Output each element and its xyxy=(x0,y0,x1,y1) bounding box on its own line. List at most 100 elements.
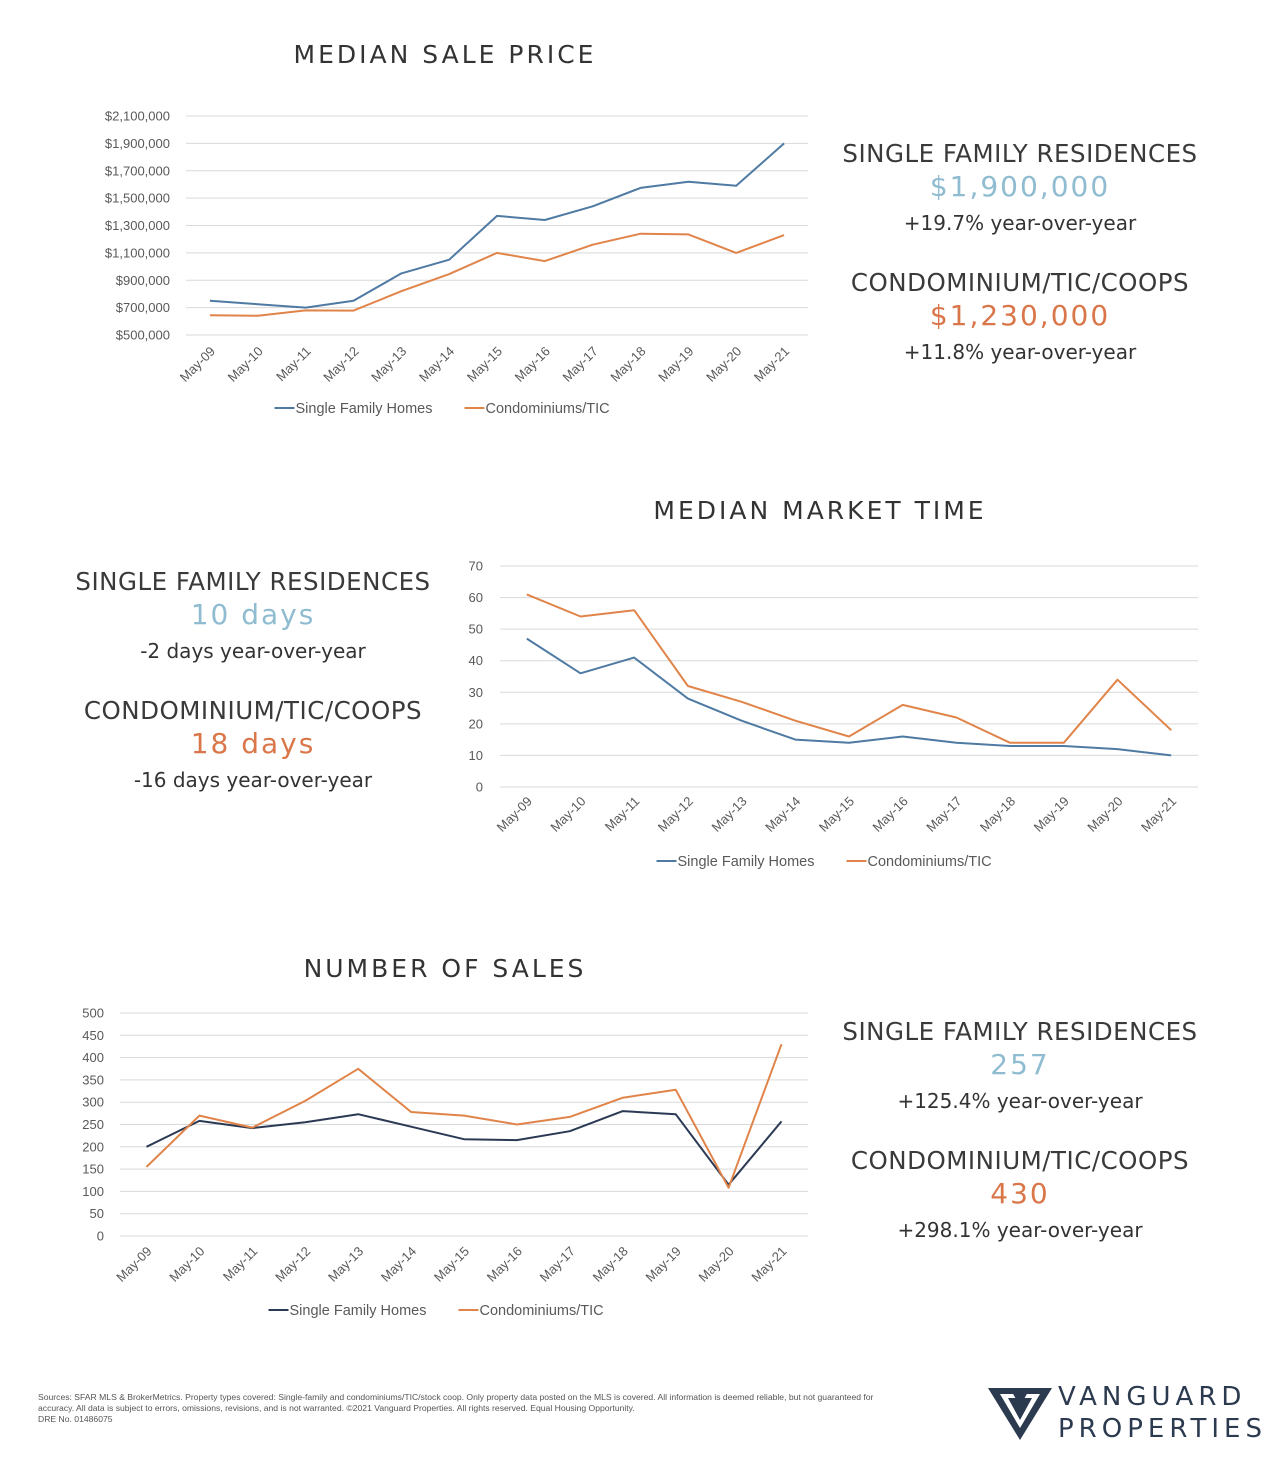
time-x-tick-label: May-20 xyxy=(1084,794,1125,835)
time-sfh-label: SINGLE FAMILY RESIDENCES xyxy=(75,567,431,596)
time-x-tick-label: May-15 xyxy=(816,794,857,835)
price-condo-label: CONDOMINIUM/TIC/COOPS xyxy=(850,268,1190,297)
sales-y-tick-label: 0 xyxy=(97,1229,104,1244)
time-x-tick-label: May-10 xyxy=(547,794,588,835)
footer-disclaimer: Sources: SFAR MLS & BrokerMetrics. Prope… xyxy=(38,1392,908,1425)
sales-chart-group: 0 50 100 150 200 250 300 350 400 450 500 May-09 May-… xyxy=(82,1006,808,1319)
time-y-tick-label: 10 xyxy=(469,748,483,763)
sales-x-tick-label: May-16 xyxy=(484,1244,525,1285)
time-y-tick-label: 40 xyxy=(469,653,483,668)
time-x-tick-label: May-09 xyxy=(494,794,535,835)
footer-dre: DRE No. 01486075 xyxy=(38,1414,113,1424)
time-condo-label: CONDOMINIUM/TIC/COOPS xyxy=(83,696,423,725)
sales-legend-label: Single Family Homes xyxy=(290,1303,427,1319)
logo-word-properties: PROPERTIES xyxy=(1058,1414,1267,1444)
sales-condo-stat: CONDOMINIUM/TIC/COOPS 430 +298.1% year-o… xyxy=(810,1146,1230,1242)
sales-y-tick-label: 450 xyxy=(82,1028,104,1043)
price-x-tick-label: May-21 xyxy=(751,344,792,385)
price-x-tick-label: May-11 xyxy=(273,344,314,385)
sales-legend-label: Condominiums/TIC xyxy=(480,1303,604,1319)
price-y-tick-label: $700,000 xyxy=(116,300,170,315)
logo-word-vanguard: VANGUARD xyxy=(1058,1382,1247,1412)
time-y-tick-label: 60 xyxy=(469,590,483,605)
time-x-tick-label: May-21 xyxy=(1138,794,1179,835)
time-x-tick-label: May-13 xyxy=(708,794,749,835)
sales-y-tick-label: 100 xyxy=(82,1184,104,1199)
price-y-tick-label: $1,700,000 xyxy=(105,163,170,178)
time-condo-change: -16 days year-over-year xyxy=(133,768,373,792)
price-x-tick-label: May-14 xyxy=(416,344,457,385)
footer-sources: Sources: SFAR MLS & BrokerMetrics. Prope… xyxy=(38,1392,874,1413)
time-sfh-change: -2 days year-over-year xyxy=(140,639,366,663)
time-x-tick-label: May-14 xyxy=(762,794,803,835)
price-y-tick-label: $1,500,000 xyxy=(105,191,170,206)
sales-x-tick-label: May-09 xyxy=(113,1244,154,1285)
price-sfh-stat: SINGLE FAMILY RESIDENCES $1,900,000 +19.… xyxy=(810,139,1230,235)
vanguard-logo-mark-icon xyxy=(988,1388,1052,1440)
sales-y-tick-label: 350 xyxy=(82,1072,104,1087)
sales-y-tick-label: 400 xyxy=(82,1050,104,1065)
time-y-tick-label: 30 xyxy=(469,685,483,700)
price-x-tick-label: May-13 xyxy=(368,344,409,385)
time-chart-group: 0 10 20 30 40 50 60 70 May-09 May-10 May-11 May-12 M… xyxy=(469,559,1198,870)
price-x-tick-label: May-12 xyxy=(320,344,361,385)
price-y-tick-label: $1,900,000 xyxy=(105,136,170,151)
price-x-tick-label: May-10 xyxy=(225,344,266,385)
sales-y-tick-label: 150 xyxy=(82,1162,104,1177)
sales-sfh-change: +125.4% year-over-year xyxy=(897,1089,1143,1113)
price-x-tick-label: May-16 xyxy=(512,344,553,385)
price-x-tick-label: May-19 xyxy=(655,344,696,385)
price-series-line-single-family xyxy=(209,142,785,309)
price-x-tick-label: May-18 xyxy=(607,344,648,385)
sales-x-tick-label: May-17 xyxy=(537,1244,578,1285)
price-section-title: MEDIAN SALE PRICE xyxy=(293,40,597,69)
price-condo-change: +11.8% year-over-year xyxy=(903,340,1137,364)
sales-x-tick-label: May-21 xyxy=(748,1244,789,1285)
sales-x-tick-label: May-20 xyxy=(695,1244,736,1285)
sales-x-tick-label: May-19 xyxy=(643,1244,684,1285)
price-x-tick-label: May-20 xyxy=(703,344,744,385)
price-legend-label: Condominiums/TIC xyxy=(486,401,610,417)
time-x-tick-label: May-17 xyxy=(923,794,964,835)
sales-section-title: NUMBER OF SALES xyxy=(303,954,587,983)
time-y-tick-label: 20 xyxy=(469,716,483,731)
time-condo-stat: CONDOMINIUM/TIC/COOPS 18 days -16 days y… xyxy=(43,696,463,792)
time-x-tick-label: May-11 xyxy=(602,794,643,835)
sales-series-line-condominiums xyxy=(145,1043,783,1189)
price-series-line-condominiums xyxy=(209,232,785,317)
price-condo-value: $1,230,000 xyxy=(929,299,1111,332)
time-series-line-condominiums xyxy=(526,593,1172,744)
sales-x-tick-label: May-14 xyxy=(378,1244,419,1285)
time-sfh-value: 10 days xyxy=(190,598,316,631)
sales-y-tick-label: 250 xyxy=(82,1117,104,1132)
sales-y-tick-label: 500 xyxy=(82,1006,104,1021)
sales-y-tick-label: 200 xyxy=(82,1139,104,1154)
price-legend-label: Single Family Homes xyxy=(296,401,433,417)
sales-x-tick-label: May-18 xyxy=(590,1244,631,1285)
price-y-tick-label: $900,000 xyxy=(116,273,170,288)
price-y-tick-label: $500,000 xyxy=(116,328,170,343)
price-x-tick-label: May-15 xyxy=(464,344,505,385)
sales-sfh-value: 257 xyxy=(990,1048,1050,1081)
sales-series-line-single-family xyxy=(146,1110,783,1186)
sales-x-tick-label: May-15 xyxy=(431,1244,472,1285)
time-x-tick-label: May-12 xyxy=(655,794,696,835)
price-x-tick-label: May-17 xyxy=(560,344,601,385)
price-condo-stat: CONDOMINIUM/TIC/COOPS $1,230,000 +11.8% … xyxy=(810,268,1230,364)
price-y-tick-label: $1,100,000 xyxy=(105,245,170,260)
price-sfh-label: SINGLE FAMILY RESIDENCES xyxy=(842,139,1198,168)
time-condo-value: 18 days xyxy=(190,727,316,760)
price-y-tick-label: $2,100,000 xyxy=(105,109,170,124)
price-y-tick-label: $1,300,000 xyxy=(105,218,170,233)
sales-x-tick-label: May-10 xyxy=(166,1244,207,1285)
time-section-title: MEDIAN MARKET TIME xyxy=(653,496,987,525)
sales-y-tick-label: 50 xyxy=(90,1206,104,1221)
time-x-tick-label: May-16 xyxy=(870,794,911,835)
time-legend-label: Single Family Homes xyxy=(678,854,815,870)
time-x-tick-label: May-18 xyxy=(977,794,1018,835)
time-y-tick-label: 50 xyxy=(469,622,483,637)
time-series-line-single-family xyxy=(526,637,1172,757)
time-y-tick-label: 0 xyxy=(476,780,483,795)
time-y-tick-label: 70 xyxy=(469,559,483,574)
sales-condo-change: +298.1% year-over-year xyxy=(897,1218,1143,1242)
